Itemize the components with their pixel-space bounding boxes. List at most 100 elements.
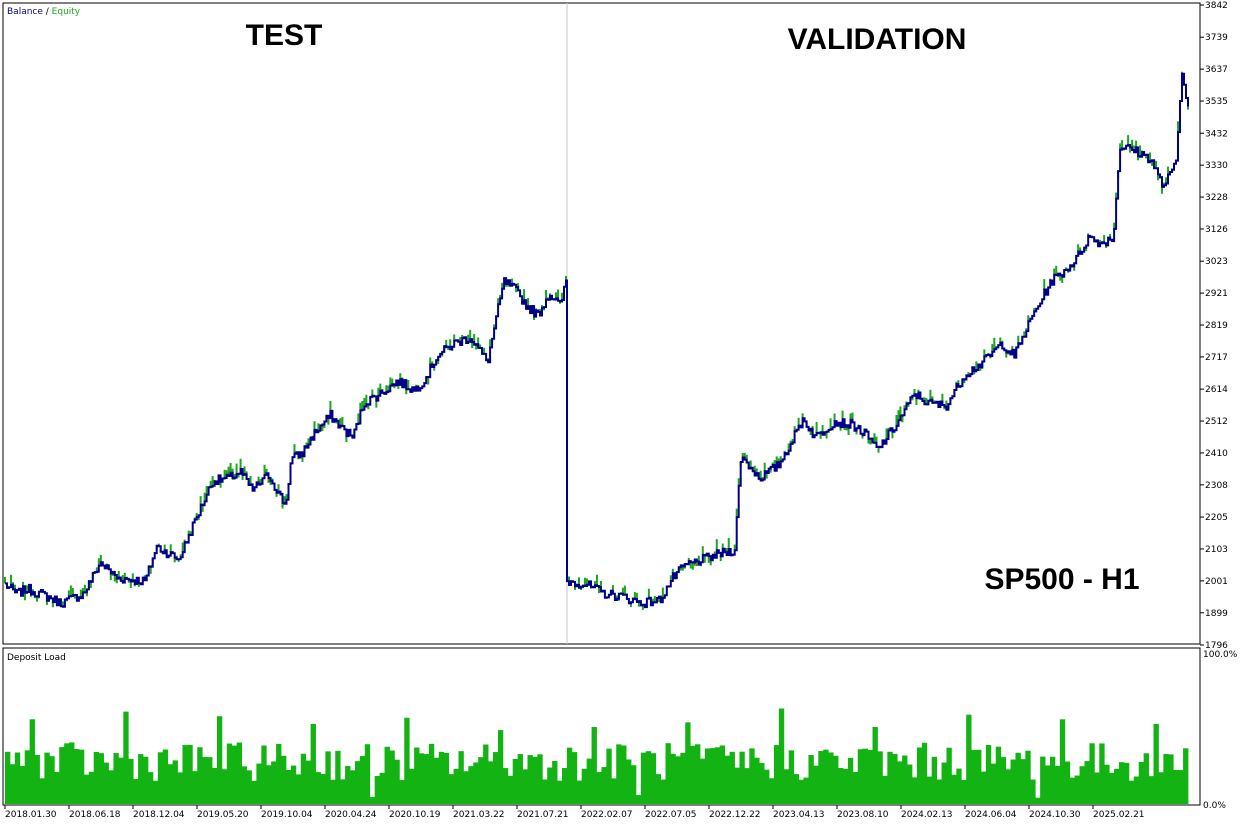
y-tick-label: 2921: [1205, 289, 1228, 299]
deposit-bar: [394, 759, 400, 804]
deposit-bar: [635, 795, 642, 804]
deposit-bar: [764, 769, 770, 804]
x-tick-label: 2023.04.13: [773, 810, 825, 820]
deposit-bar: [231, 745, 238, 804]
deposit-bar: [202, 757, 208, 804]
deposit-bar: [1109, 772, 1115, 804]
deposit-bar: [606, 748, 612, 804]
deposit-bar: [586, 758, 592, 804]
deposit-bar: [803, 777, 809, 804]
deposit-bar: [78, 749, 85, 804]
deposit-bar: [931, 756, 938, 804]
deposit-bar: [24, 750, 31, 804]
deposit-bar: [680, 752, 686, 804]
deposit-bar: [399, 780, 405, 804]
deposit-bar: [453, 768, 459, 804]
deposit-bar: [862, 748, 868, 804]
deposit-bar: [1099, 743, 1105, 804]
x-tick-label: 2019.05.20: [197, 810, 249, 820]
deposit-bar: [512, 758, 519, 804]
deposit-bar: [695, 744, 701, 804]
y-tick-label: 2001: [1205, 577, 1228, 587]
x-tick-label: 2025.02.21: [1093, 810, 1145, 820]
y-tick-label: 2512: [1205, 417, 1228, 427]
deposit-bar: [1168, 754, 1174, 804]
deposit-bar: [655, 774, 661, 804]
deposit-bar: [409, 768, 415, 804]
deposit-bar: [527, 755, 533, 804]
y-tick-label: 2614: [1205, 385, 1228, 395]
deposit-top-label: 100.0%: [1203, 650, 1238, 660]
y-tick-label: 3126: [1205, 225, 1228, 235]
deposit-bar: [532, 756, 538, 804]
y-tick-label: 3023: [1205, 257, 1228, 267]
deposit-bar: [212, 767, 218, 804]
deposit-bar: [423, 754, 430, 804]
x-tick-label: 2024.02.13: [901, 810, 953, 820]
deposit-bar: [285, 770, 292, 804]
deposit-bar: [325, 751, 331, 804]
y-tick-label: 1796: [1205, 641, 1228, 651]
x-tick-label: 2018.06.18: [69, 810, 121, 820]
deposit-bar: [966, 714, 972, 804]
deposit-bar: [985, 744, 992, 804]
deposit-bar: [724, 755, 730, 804]
deposit-bar: [759, 763, 765, 804]
deposit-bar: [488, 761, 494, 804]
x-tick-label: 2023.08.10: [837, 810, 889, 820]
deposit-bar: [458, 751, 464, 804]
deposit-bar: [1059, 719, 1066, 804]
deposit-bar: [818, 751, 824, 804]
deposit-bar: [340, 779, 346, 804]
deposit-bar: [1079, 766, 1085, 804]
deposit-bar: [93, 751, 100, 804]
y-tick-label: 3739: [1205, 33, 1228, 43]
deposit-bar: [700, 758, 706, 804]
deposit-bar: [1163, 753, 1169, 804]
y-tick-label: 2205: [1205, 513, 1228, 523]
y-tick-label: 3842: [1205, 1, 1228, 11]
deposit-bar: [921, 742, 928, 804]
deposit-bar: [990, 763, 997, 804]
deposit-bar: [650, 753, 657, 804]
y-tick-label: 2717: [1205, 353, 1228, 363]
deposit-bar: [54, 772, 60, 804]
deposit-bar: [83, 774, 90, 804]
deposit-bar: [685, 722, 691, 804]
deposit-bar: [241, 766, 247, 804]
deposit-bar: [1020, 759, 1026, 804]
deposit-bar: [389, 750, 395, 804]
deposit-bar: [798, 779, 804, 804]
x-tick-label: 2022.12.22: [709, 810, 761, 820]
deposit-bar: [69, 742, 75, 804]
deposit-bar: [887, 751, 893, 804]
deposit-bar: [108, 770, 114, 804]
deposit-bar: [143, 756, 149, 804]
deposit-bar: [522, 769, 528, 804]
deposit-bar: [936, 779, 942, 804]
deposit-bar: [414, 747, 420, 804]
deposit-bar: [162, 749, 169, 804]
deposit-bar: [497, 730, 504, 804]
deposit-bar: [823, 749, 829, 804]
deposit-bar: [256, 763, 262, 804]
deposit-load-title: Deposit Load: [7, 653, 66, 663]
deposit-bar: [433, 757, 440, 804]
deposit-bar: [951, 774, 957, 804]
deposit-bar: [690, 745, 696, 804]
deposit-bar: [118, 757, 124, 804]
deposit-bar: [34, 754, 40, 804]
deposit-bar: [103, 762, 109, 804]
deposit-bar: [305, 760, 312, 804]
deposit-bar: [537, 754, 543, 804]
deposit-bar: [310, 723, 316, 804]
deposit-bar: [359, 756, 366, 804]
deposit-bar: [207, 757, 213, 804]
deposit-bar: [640, 752, 647, 804]
deposit-bar: [882, 775, 888, 804]
deposit-bar: [152, 780, 159, 804]
deposit-bar: [1173, 770, 1179, 804]
deposit-bar: [374, 775, 381, 804]
deposit-bar: [473, 762, 479, 804]
